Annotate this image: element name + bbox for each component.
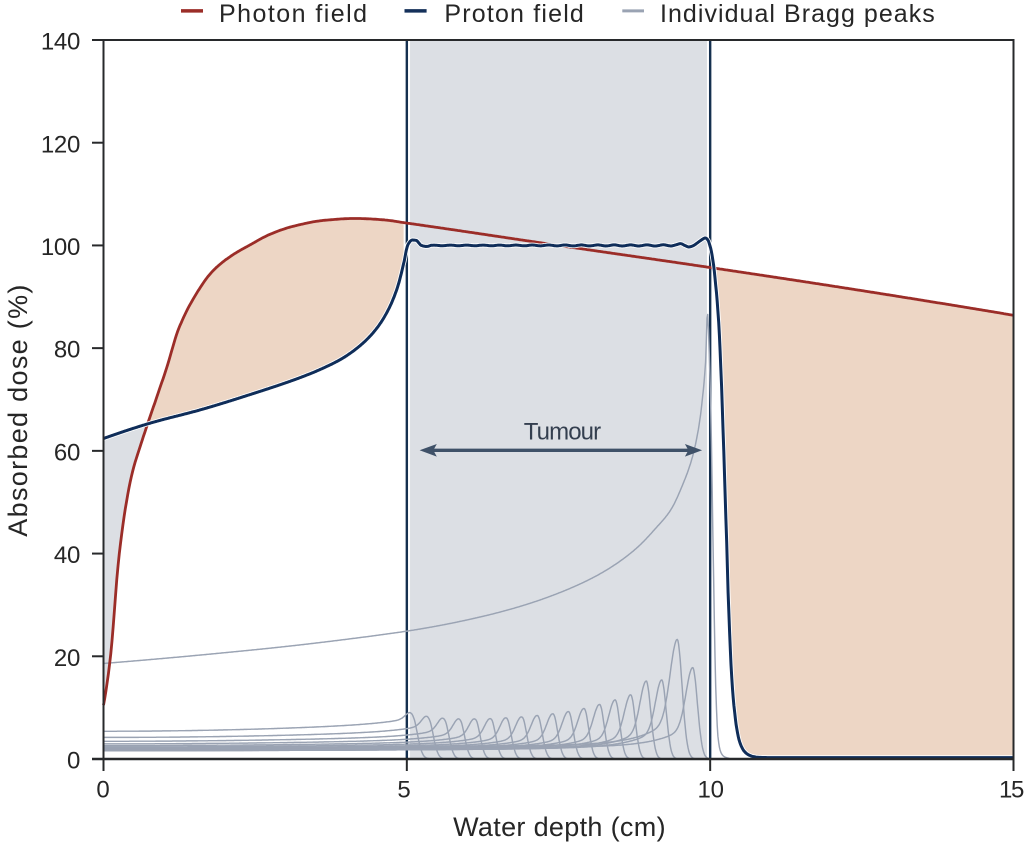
svg-text:Water depth (cm): Water depth (cm) — [453, 812, 666, 842]
svg-text:5: 5 — [397, 777, 410, 804]
svg-text:15: 15 — [999, 777, 1024, 804]
svg-text:40: 40 — [54, 542, 80, 569]
svg-text:0: 0 — [67, 748, 80, 775]
svg-text:60: 60 — [54, 439, 80, 466]
svg-text:Absorbed dose (%): Absorbed dose (%) — [3, 283, 33, 536]
svg-text:10: 10 — [697, 777, 723, 804]
svg-text:20: 20 — [54, 645, 80, 672]
svg-text:Proton field: Proton field — [444, 0, 585, 28]
svg-text:Photon field: Photon field — [219, 0, 368, 28]
svg-text:120: 120 — [41, 131, 80, 158]
svg-text:Individual Bragg peaks: Individual Bragg peaks — [660, 0, 936, 28]
svg-text:0: 0 — [96, 777, 109, 804]
svg-text:Tumour: Tumour — [524, 418, 601, 445]
svg-text:140: 140 — [41, 29, 80, 56]
svg-text:80: 80 — [54, 337, 80, 364]
svg-text:100: 100 — [41, 234, 80, 261]
